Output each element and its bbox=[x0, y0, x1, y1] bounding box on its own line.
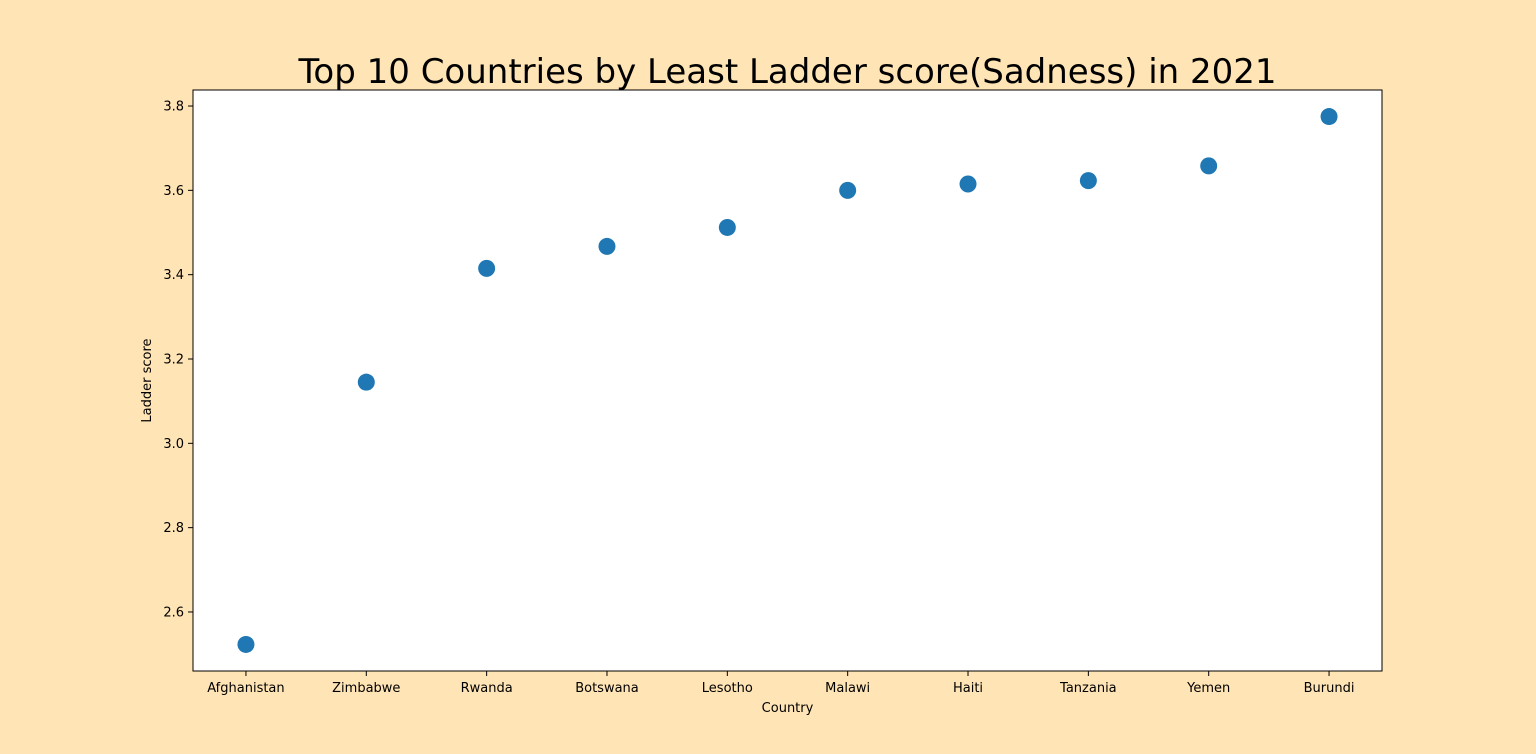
x-tick-label: Zimbabwe bbox=[332, 681, 400, 696]
y-tick-label: 3.2 bbox=[163, 352, 184, 367]
data-point-yemen bbox=[1200, 157, 1218, 175]
data-point-rwanda bbox=[478, 259, 496, 277]
x-axis-label: Country bbox=[762, 701, 814, 716]
x-tick-label: Burundi bbox=[1304, 681, 1355, 696]
data-point-haiti bbox=[959, 175, 977, 193]
x-tick-label: Lesotho bbox=[702, 681, 753, 696]
x-tick-label: Botswana bbox=[575, 681, 639, 696]
data-point-botswana bbox=[598, 237, 616, 255]
chart-title: Top 10 Countries by Least Ladder score(S… bbox=[297, 52, 1276, 92]
x-tick-label: Tanzania bbox=[1059, 681, 1117, 696]
y-tick-label: 3.8 bbox=[163, 100, 184, 115]
data-point-malawi bbox=[839, 181, 857, 199]
data-point-afghanistan bbox=[237, 635, 255, 653]
data-points bbox=[237, 108, 1338, 653]
data-point-burundi bbox=[1320, 108, 1338, 126]
data-point-lesotho bbox=[718, 218, 736, 236]
data-point-zimbabwe bbox=[357, 373, 375, 391]
x-tick-label: Afghanistan bbox=[207, 681, 284, 696]
plot-frame bbox=[192, 89, 1383, 672]
y-tick-label: 2.6 bbox=[163, 605, 184, 620]
plot-area bbox=[193, 90, 1382, 671]
x-tick-label: Malawi bbox=[825, 681, 870, 696]
y-tick-label: 3.0 bbox=[163, 437, 184, 452]
y-tick-label: 3.4 bbox=[163, 268, 184, 283]
y-axis: 2.6 2.8 3.0 3.2 3.4 3.6 3.8 bbox=[163, 100, 193, 620]
x-tick-label: Haiti bbox=[953, 681, 983, 696]
y-axis-label: Ladder score bbox=[140, 338, 155, 422]
y-tick-label: 2.8 bbox=[163, 521, 184, 536]
data-point-tanzania bbox=[1079, 172, 1097, 190]
x-tick-label: Rwanda bbox=[461, 681, 513, 696]
x-axis: Afghanistan Zimbabwe Rwanda Botswana Lesotho… bbox=[207, 671, 1354, 696]
y-tick-label: 3.6 bbox=[163, 184, 184, 199]
x-tick-label: Yemen bbox=[1186, 681, 1230, 696]
